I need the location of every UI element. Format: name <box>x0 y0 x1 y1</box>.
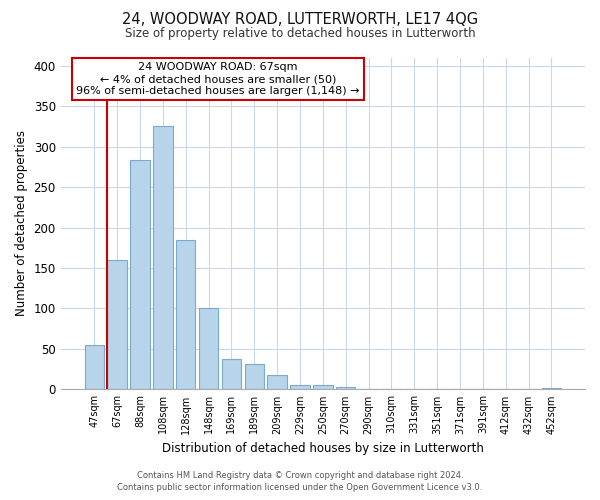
Bar <box>130 160 149 390</box>
Bar <box>542 388 561 390</box>
Bar <box>290 384 310 390</box>
Text: 24 WOODWAY ROAD: 67sqm
← 4% of detached houses are smaller (50)
96% of semi-deta: 24 WOODWAY ROAD: 67sqm ← 4% of detached … <box>76 62 360 96</box>
Bar <box>221 358 241 390</box>
Text: Contains HM Land Registry data © Crown copyright and database right 2024.
Contai: Contains HM Land Registry data © Crown c… <box>118 471 482 492</box>
Bar <box>85 345 104 390</box>
Bar <box>336 387 355 390</box>
Bar <box>245 364 264 390</box>
Bar <box>176 240 196 390</box>
Bar <box>268 375 287 390</box>
X-axis label: Distribution of detached houses by size in Lutterworth: Distribution of detached houses by size … <box>162 442 484 455</box>
Bar <box>153 126 173 390</box>
Bar <box>107 260 127 390</box>
Bar <box>199 308 218 390</box>
Y-axis label: Number of detached properties: Number of detached properties <box>15 130 28 316</box>
Text: 24, WOODWAY ROAD, LUTTERWORTH, LE17 4QG: 24, WOODWAY ROAD, LUTTERWORTH, LE17 4QG <box>122 12 478 28</box>
Bar <box>313 386 332 390</box>
Text: Size of property relative to detached houses in Lutterworth: Size of property relative to detached ho… <box>125 28 475 40</box>
